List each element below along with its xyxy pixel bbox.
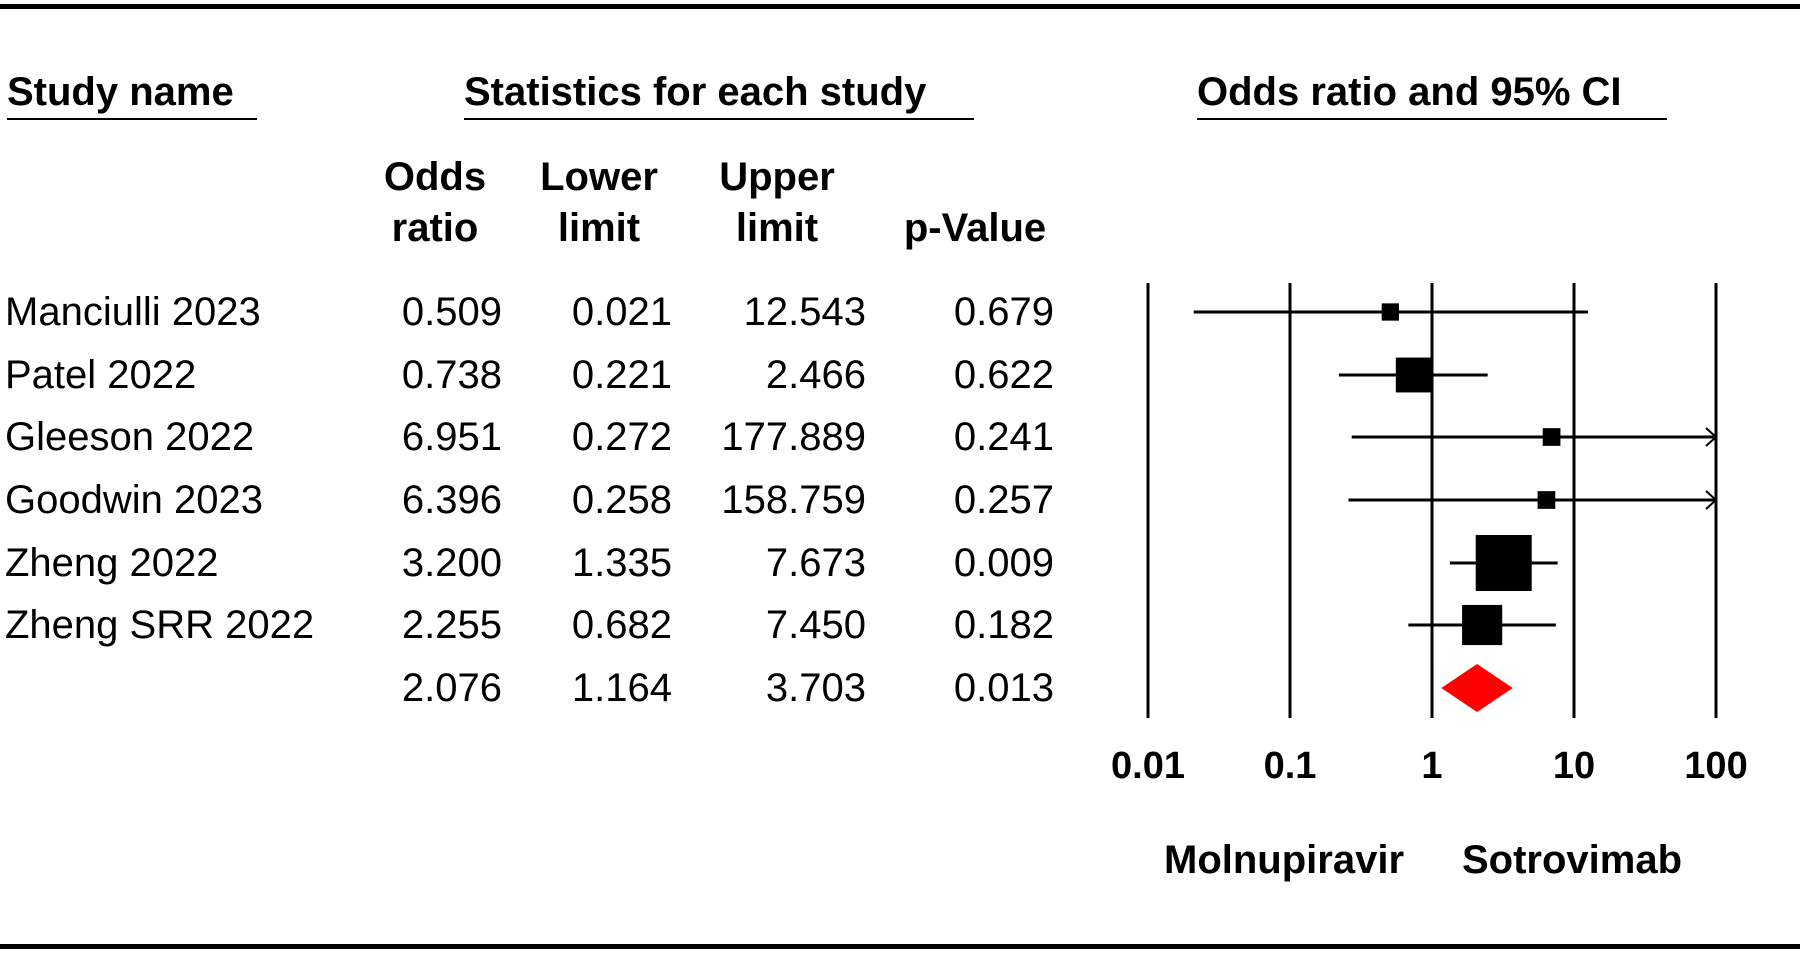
col-head-odds-ratio: Odds ratio: [368, 152, 502, 254]
upper-limit-cell: 7.673: [765, 541, 866, 585]
plot-header-text: Odds ratio and 95% CI: [1197, 70, 1622, 114]
lower-limit-cell: 0.682: [571, 603, 672, 647]
ci-arrow: [1705, 427, 1718, 447]
study-name-cell: Zheng SRR 2022: [5, 603, 315, 647]
p-value-cell: 0.009: [953, 541, 1054, 585]
summary-lower-limit-cell: 1.164: [571, 666, 672, 710]
study-name-underline: [7, 118, 257, 120]
col-head-lower-limit: Lower limit: [527, 152, 671, 254]
col-head-p-value: p-Value: [887, 203, 1063, 254]
study-marker: [1537, 491, 1556, 509]
upper-limit-cell: 158.759: [721, 478, 866, 522]
study-name-header-text: Study name: [7, 70, 234, 114]
lower-limit-cell: 0.221: [571, 353, 672, 397]
statistics-underline: [464, 118, 974, 120]
odds-ratio-cell: 0.738: [401, 353, 502, 397]
col-head-upper-limit-line1: Upper: [719, 155, 835, 199]
lower-limit-cell: 1.335: [571, 541, 672, 585]
p-value-cell: 0.679: [953, 290, 1054, 334]
summary-upper-limit-cell: 3.703: [765, 666, 866, 710]
odds-ratio-cell: 6.951: [401, 415, 502, 459]
plot-underline: [1197, 118, 1667, 120]
study-marker: [1542, 428, 1561, 446]
upper-limit-cell: 177.889: [721, 415, 866, 459]
summary-diamond: [1441, 664, 1513, 712]
odds-ratio-cell: 0.509: [401, 290, 502, 334]
p-value-cell: 0.257: [953, 478, 1054, 522]
study-marker: [1381, 303, 1399, 321]
col-head-upper-limit: Upper limit: [704, 152, 850, 254]
study-name-cell: Manciulli 2023: [5, 290, 261, 334]
x-tick-label: 1: [1421, 745, 1443, 787]
x-tick-label: 10: [1552, 745, 1596, 787]
odds-ratio-cell: 3.200: [401, 541, 502, 585]
lower-limit-cell: 0.258: [571, 478, 672, 522]
p-value-cell: 0.182: [953, 603, 1054, 647]
study-name-cell: Goodwin 2023: [5, 478, 263, 522]
col-head-odds-ratio-line2: ratio: [391, 206, 479, 250]
col-head-odds-ratio-line1: Odds: [383, 155, 487, 199]
x-tick-label: 0.01: [1111, 745, 1185, 787]
ci-arrow: [1705, 490, 1718, 510]
study-name-cell: Patel 2022: [5, 353, 197, 397]
col-head-lower-limit-line1: Lower: [540, 155, 658, 199]
col-head-upper-limit-line2: limit: [735, 206, 819, 250]
statistics-header-text: Statistics for each study: [464, 70, 927, 114]
odds-ratio-cell: 6.396: [401, 478, 502, 522]
x-tick-label: 0.1: [1263, 745, 1317, 787]
study-marker: [1475, 535, 1532, 591]
odds-ratio-cell: 2.255: [401, 603, 502, 647]
study-name-cell: Zheng 2022: [5, 541, 219, 585]
study-name-cell: Gleeson 2022: [5, 415, 255, 459]
top-rule: [0, 4, 1800, 9]
p-value-cell: 0.241: [953, 415, 1054, 459]
x-tick-label: 100: [1684, 745, 1748, 787]
study-marker: [1462, 604, 1503, 646]
statistics-header: Statistics for each study: [464, 70, 974, 120]
upper-limit-cell: 2.466: [765, 353, 866, 397]
plot-header: Odds ratio and 95% CI: [1197, 70, 1667, 120]
col-head-lower-limit-line2: limit: [557, 206, 641, 250]
bottom-rule: [0, 944, 1800, 949]
col-head-p-value-line1: p-Value: [903, 206, 1047, 250]
study-marker: [1395, 357, 1431, 393]
lower-limit-cell: 0.021: [571, 290, 672, 334]
lower-limit-cell: 0.272: [571, 415, 672, 459]
summary-p-value-cell: 0.013: [953, 666, 1054, 710]
favours-right-label: Sotrovimab: [1462, 838, 1683, 882]
upper-limit-cell: 7.450: [765, 603, 866, 647]
upper-limit-cell: 12.543: [743, 290, 866, 334]
summary-odds-ratio-cell: 2.076: [401, 666, 502, 710]
study-name-header: Study name: [7, 70, 257, 120]
favours-left-label: Molnupiravir: [1164, 838, 1405, 882]
p-value-cell: 0.622: [953, 353, 1054, 397]
